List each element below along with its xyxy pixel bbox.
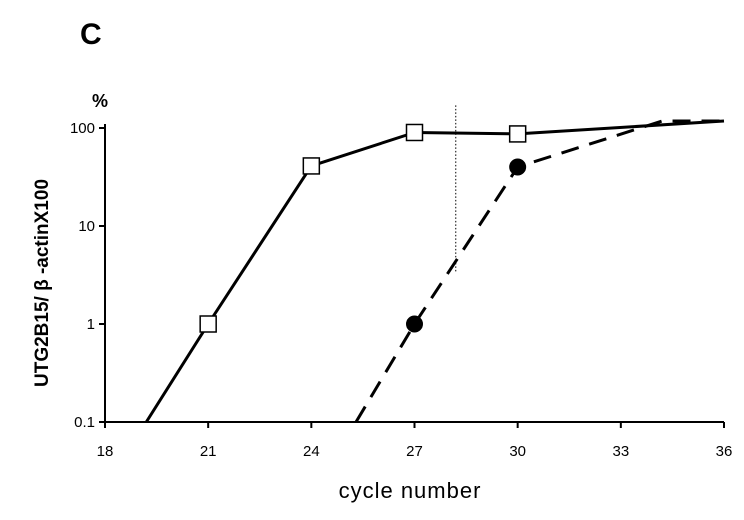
y-tick-label: 1	[87, 316, 95, 333]
series-1-marker	[405, 123, 424, 142]
plot-area: 0.1 1 10 100 18 21 24 27 30 33 36	[70, 105, 732, 460]
y-tick-label: 100	[70, 120, 95, 137]
series-2-marker	[406, 315, 423, 333]
series-1-marker	[199, 315, 217, 333]
y-tick-label: 10	[78, 218, 95, 235]
series-2-line	[354, 119, 724, 423]
x-tick-label: 33	[612, 443, 629, 460]
panel-label: C	[80, 18, 102, 51]
series-2-marker	[509, 158, 527, 176]
x-axis-title: cycle number	[339, 478, 482, 503]
x-tick-label: 18	[97, 443, 114, 460]
y-tick-label: 0.1	[74, 414, 95, 431]
y-axis-title: UTG2B15/ β -actinX100	[32, 179, 53, 387]
y-axis-unit: %	[92, 91, 108, 111]
x-tick-label: 36	[716, 443, 733, 460]
x-tick-label: 27	[406, 443, 423, 460]
series-1-marker	[508, 125, 527, 143]
series-1-marker	[302, 157, 321, 175]
series-1-line	[145, 119, 725, 423]
x-tick-label: 21	[200, 443, 217, 460]
x-tick-label: 24	[303, 443, 320, 460]
x-tick-label: 30	[509, 443, 526, 460]
